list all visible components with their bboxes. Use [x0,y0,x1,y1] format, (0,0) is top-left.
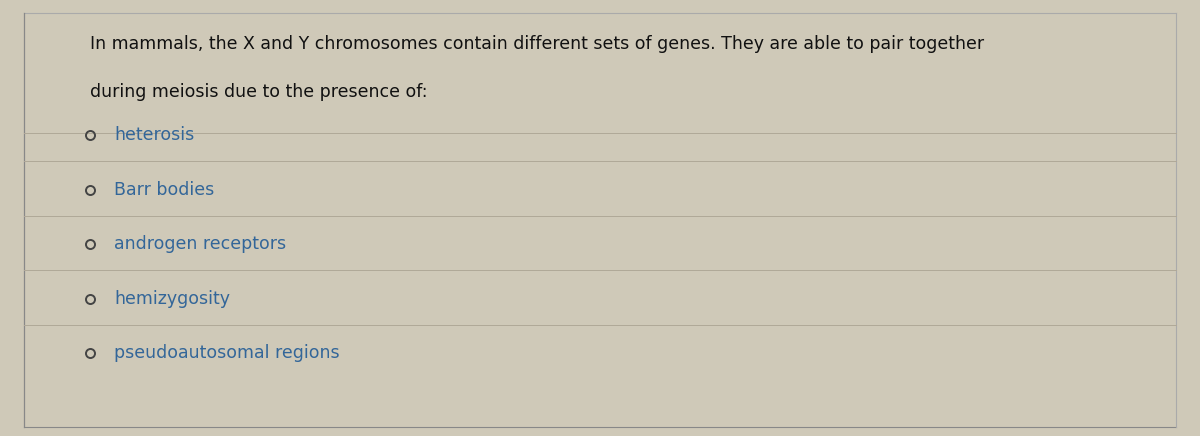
Text: heterosis: heterosis [114,126,194,144]
Text: In mammals, the X and Y chromosomes contain different sets of genes. They are ab: In mammals, the X and Y chromosomes cont… [90,35,984,53]
Text: pseudoautosomal regions: pseudoautosomal regions [114,344,340,362]
Text: androgen receptors: androgen receptors [114,235,286,253]
Text: during meiosis due to the presence of:: during meiosis due to the presence of: [90,83,427,101]
Text: hemizygosity: hemizygosity [114,290,230,308]
Text: Barr bodies: Barr bodies [114,181,215,199]
